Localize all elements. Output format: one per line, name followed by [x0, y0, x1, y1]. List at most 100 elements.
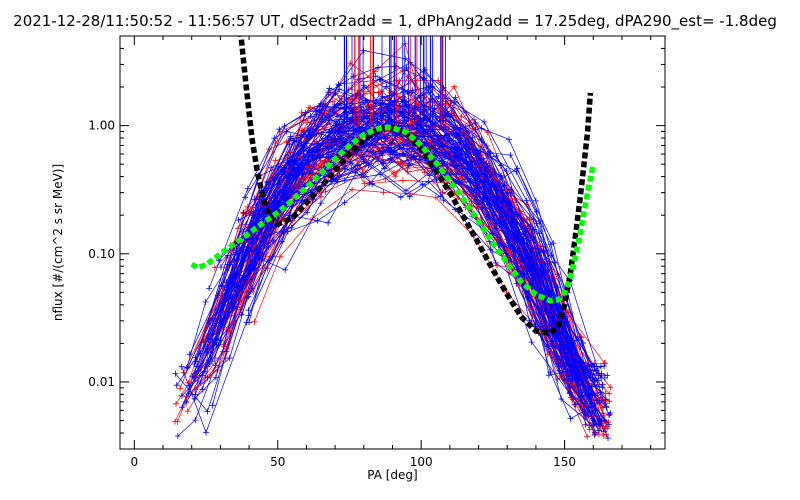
- trace-marker: [500, 190, 507, 196]
- trace-marker: [416, 128, 423, 135]
- trace-marker: [602, 360, 609, 367]
- trace-marker: [406, 193, 413, 200]
- trace-marker: [268, 203, 275, 210]
- trace-marker: [473, 172, 480, 179]
- trace-marker: [325, 219, 332, 226]
- trace-marker: [313, 131, 320, 137]
- trace-marker: [192, 391, 199, 398]
- trace-marker: [244, 185, 251, 192]
- trace-marker: [587, 369, 594, 376]
- trace-marker: [173, 400, 179, 407]
- trace-marker: [604, 372, 611, 379]
- trace-marker: [320, 112, 326, 119]
- trace-marker: [318, 118, 325, 125]
- trace-marker: [275, 181, 282, 188]
- trace-marker: [341, 199, 348, 206]
- trace-marker: [185, 390, 192, 397]
- trace-marker: [227, 330, 234, 337]
- trace-marker: [601, 418, 608, 425]
- trace-marker: [186, 351, 193, 358]
- y-axis-label: nflux [#/(cm^2 s sr MeV)]: [51, 164, 65, 321]
- trace-marker: [606, 398, 613, 405]
- trace-marker: [361, 180, 368, 187]
- trace-marker: [566, 390, 573, 397]
- trace-marker: [421, 94, 428, 101]
- trace-marker: [283, 128, 290, 135]
- trace-marker: [277, 167, 284, 174]
- x-tick-label: 50: [270, 455, 285, 469]
- trace-marker: [189, 373, 196, 380]
- trace-marker: [277, 253, 283, 260]
- trace-marker: [297, 148, 304, 155]
- trace-marker: [471, 116, 477, 123]
- trace-marker: [591, 420, 598, 427]
- trace-marker: [603, 404, 610, 411]
- trace-marker: [448, 129, 455, 136]
- trace-marker: [268, 164, 275, 171]
- trace-marker: [432, 146, 439, 153]
- trace-marker: [234, 225, 241, 232]
- trace-marker: [307, 113, 314, 120]
- trace-marker: [444, 131, 450, 138]
- trace-marker: [178, 363, 185, 370]
- trace-marker: [202, 299, 209, 305]
- trace-marker: [522, 231, 529, 238]
- trace-marker: [329, 98, 336, 105]
- trace-marker: [472, 119, 479, 126]
- trace-marker: [204, 374, 211, 381]
- blue-trace: [246, 162, 595, 390]
- trace-marker: [452, 163, 459, 170]
- trace-marker: [272, 157, 279, 164]
- trace-marker: [366, 180, 373, 187]
- trace-marker: [282, 194, 289, 201]
- trace-marker: [344, 124, 350, 131]
- trace-marker: [574, 371, 581, 377]
- trace-marker: [531, 226, 537, 233]
- trace-marker: [472, 126, 479, 133]
- trace-marker: [238, 262, 245, 269]
- trace-marker: [513, 280, 520, 287]
- trace-marker: [314, 217, 321, 224]
- trace-marker: [440, 140, 446, 147]
- trace-marker: [224, 292, 231, 299]
- trace-marker: [501, 243, 508, 250]
- trace-marker: [403, 187, 409, 194]
- trace-marker: [604, 425, 610, 432]
- trace-line: [189, 69, 610, 416]
- trace-marker: [342, 163, 349, 170]
- trace-marker: [582, 411, 589, 418]
- trace-marker: [402, 40, 409, 47]
- trace-marker: [592, 431, 599, 438]
- trace-marker: [591, 378, 598, 385]
- trace-marker: [224, 252, 231, 259]
- trace-marker: [178, 392, 185, 399]
- trace-marker: [290, 137, 297, 144]
- trace-marker: [322, 188, 329, 195]
- trace-marker: [217, 264, 224, 271]
- trace-marker: [262, 232, 268, 239]
- trace-marker: [607, 384, 614, 391]
- trace-marker: [385, 114, 392, 121]
- trace-marker: [456, 145, 463, 151]
- trace-marker: [369, 142, 376, 148]
- trace-marker: [226, 355, 233, 361]
- trace-marker: [503, 250, 510, 257]
- trace-marker: [338, 129, 345, 136]
- trace-marker: [240, 276, 247, 283]
- trace-marker: [282, 266, 289, 273]
- trace-marker: [209, 402, 216, 409]
- trace-marker: [199, 386, 206, 393]
- trace-line: [234, 96, 586, 425]
- trace-marker: [392, 173, 399, 180]
- trace-marker: [591, 363, 598, 370]
- trace-marker: [492, 259, 499, 266]
- trace-marker: [309, 169, 316, 176]
- trace-marker: [172, 370, 179, 377]
- trace-marker: [596, 427, 603, 434]
- trace-marker: [270, 174, 277, 181]
- trace-marker: [235, 217, 242, 223]
- trace-marker: [535, 272, 542, 279]
- trace-marker: [203, 429, 209, 436]
- trace-marker: [204, 408, 211, 415]
- blue-trace: [206, 63, 606, 388]
